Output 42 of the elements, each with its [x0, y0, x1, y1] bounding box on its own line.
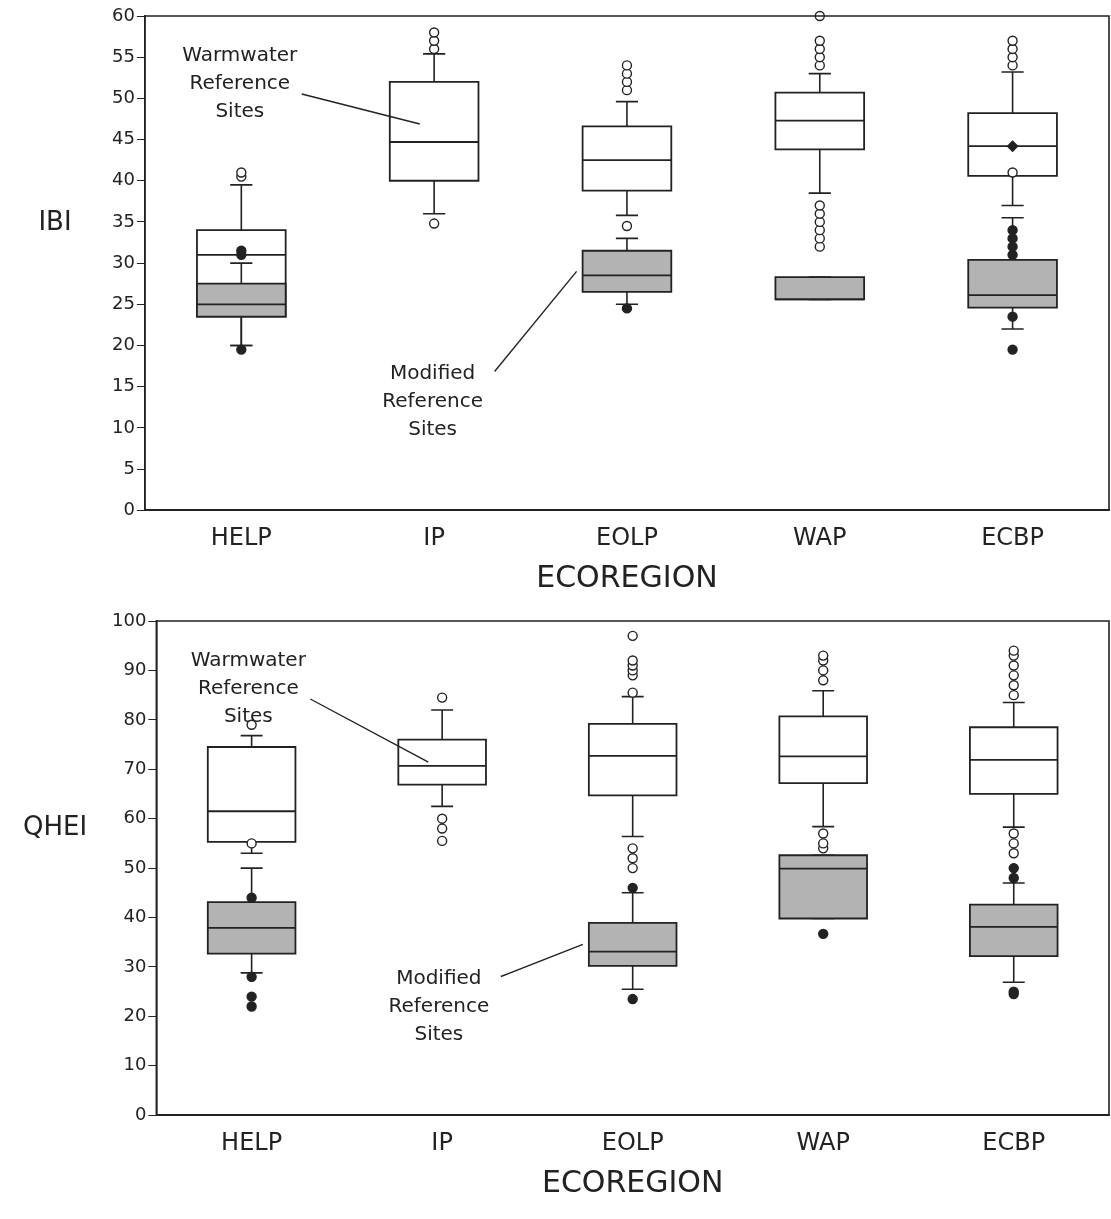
y-tick-label: 20	[123, 1004, 147, 1026]
x-tick-label: WAP	[796, 1127, 850, 1156]
y-tick-label: 35	[112, 209, 135, 231]
y-tick-label: 45	[112, 127, 135, 149]
y-tick-label: 50	[123, 855, 147, 877]
x-tick-label: ECBP	[981, 522, 1045, 551]
y-tick-label: 20	[112, 333, 135, 355]
y-tick-label: 10	[112, 415, 135, 437]
y-tick-label: 30	[123, 954, 147, 976]
y-tick-label: 55	[112, 44, 135, 66]
y-tick-label: 70	[123, 756, 147, 778]
y-tick-label: 0	[134, 1102, 147, 1124]
x-tick-label: HELP	[210, 522, 272, 551]
y-tick-label: 5	[123, 456, 135, 478]
x-tick-label: ECBP	[982, 1127, 1046, 1156]
y-tick-label: 80	[123, 707, 147, 729]
series-label: Warmwater Reference Sites	[190, 647, 307, 728]
y-tick-label: 0	[123, 497, 135, 519]
text: Warmwater Reference Sites	[182, 42, 299, 123]
y-tick-label: 30	[112, 250, 135, 272]
x-tick-label: HELP	[221, 1127, 283, 1156]
x-axis-title: ECOREGION	[541, 1163, 724, 1199]
y-tick-label: 60	[123, 806, 147, 828]
x-tick-label: EOLP	[601, 1127, 664, 1156]
x-tick-label: IP	[423, 522, 445, 551]
text: Modified Reference Sites	[382, 359, 483, 440]
y-tick-label: 60	[112, 3, 135, 25]
x-axis-title: ECOREGION	[536, 558, 718, 594]
y-tick-label: 40	[123, 905, 147, 927]
x-tick-label: IP	[431, 1127, 453, 1156]
y-axis-title: IBI	[38, 205, 72, 236]
y-axis-title: QHEI	[22, 810, 88, 841]
y-tick-label: 100	[112, 608, 147, 630]
y-tick-label: 10	[123, 1053, 147, 1075]
y-tick-label: 40	[112, 168, 135, 190]
text: Modified Reference Sites	[388, 964, 490, 1045]
y-tick-label: 15	[112, 374, 135, 396]
y-tick-label: 25	[112, 291, 135, 313]
y-tick-label: 50	[112, 86, 135, 108]
x-tick-label: EOLP	[596, 522, 658, 551]
x-tick-label: WAP	[793, 522, 847, 551]
y-tick-label: 90	[123, 658, 147, 680]
